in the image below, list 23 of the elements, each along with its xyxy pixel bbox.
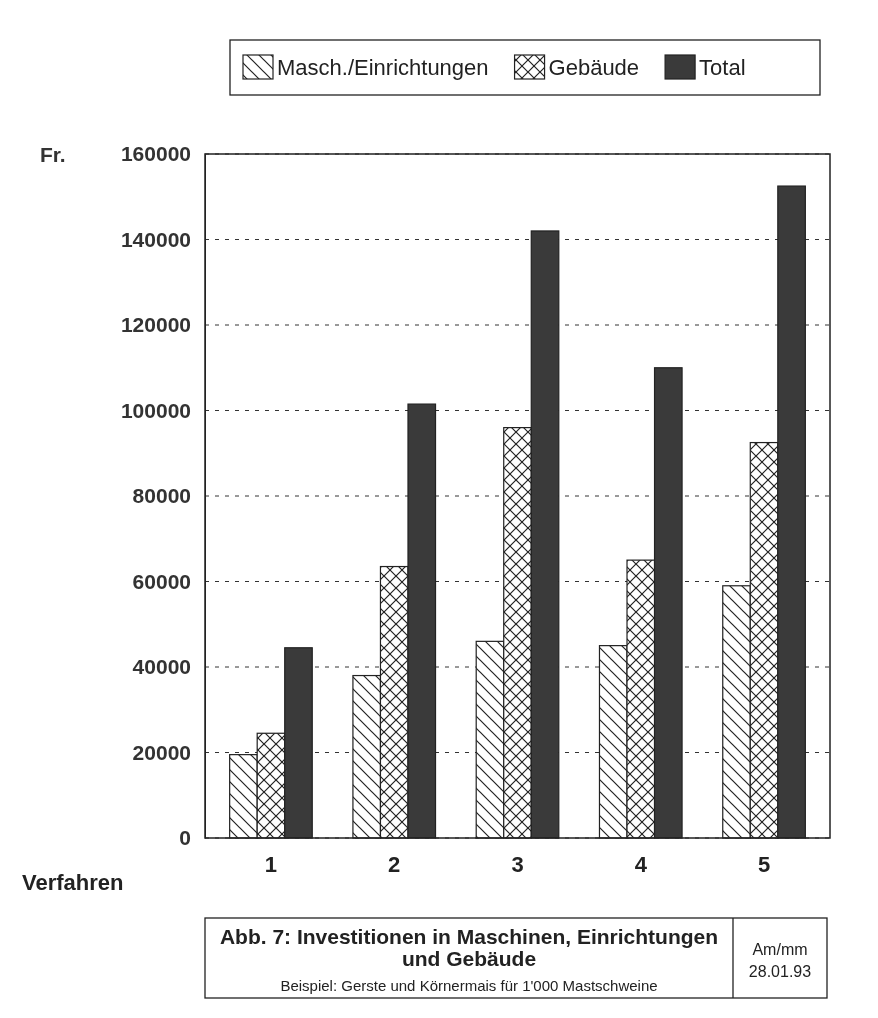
y-tick-label: 0 — [179, 826, 191, 850]
x-tick-label: 3 — [511, 851, 524, 877]
x-tick-label: 2 — [388, 851, 401, 877]
x-axis-title: Verfahren — [22, 870, 124, 895]
text: Am/mm — [752, 941, 808, 958]
x-tick-label: 5 — [757, 851, 771, 877]
x-tick-label: 1 — [264, 851, 278, 877]
x-tick-label: 4 — [634, 851, 648, 877]
text: 28.01.93 — [748, 963, 812, 980]
y-axis-title: Fr. — [40, 143, 66, 166]
y-tick-label: 60000 — [132, 569, 191, 593]
y-tick-label: 40000 — [132, 655, 191, 679]
legend-label: Masch./Einrichtungen — [277, 55, 489, 80]
y-tick-label: 160000 — [120, 142, 191, 166]
legend-label: Gebäude — [548, 55, 640, 80]
y-tick-label: 120000 — [120, 313, 191, 337]
text: Beispiel: Gerste und Körnermais für 1'000 Mastschweine — [280, 977, 658, 994]
y-tick-label: 100000 — [120, 398, 191, 422]
y-tick-label: 140000 — [120, 227, 191, 251]
legend-label: Total — [699, 55, 746, 80]
y-tick-label: 80000 — [132, 484, 191, 508]
text: Abb. 7: Investitionen in Maschinen, Einrichtungen und Gebäude — [219, 925, 719, 970]
y-tick-label: 20000 — [132, 740, 191, 764]
